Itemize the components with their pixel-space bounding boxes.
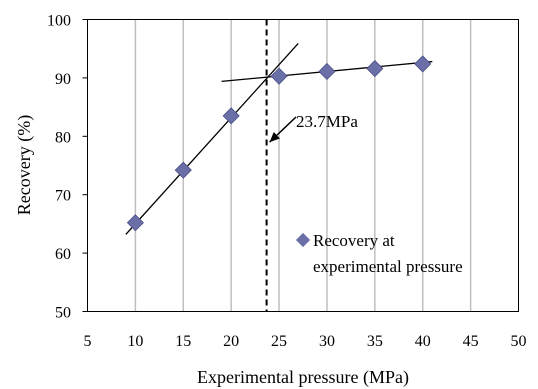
legend-marker [295, 232, 311, 248]
annotation-arrowhead [269, 131, 280, 143]
x-tick-35: 35 [367, 333, 383, 350]
y-tick-100: 100 [47, 13, 71, 30]
data-point-40 [414, 55, 432, 73]
x-tick-25: 25 [271, 333, 287, 350]
x-tick-5: 5 [84, 333, 92, 350]
y-tick-60: 60 [55, 246, 71, 263]
data-point-10 [126, 214, 144, 232]
data-point-20 [222, 107, 240, 125]
x-tick-45: 45 [463, 333, 479, 350]
plot-frame [87, 19, 519, 312]
x-tick-labels: 5 10 15 20 25 30 35 40 45 50 [84, 333, 527, 350]
y-tick-80: 80 [55, 129, 71, 146]
x-tick-50: 50 [511, 333, 527, 350]
data-point-35 [366, 59, 384, 78]
x-tick-40: 40 [415, 333, 431, 350]
data-point-15 [174, 161, 192, 179]
x-tick-10: 10 [127, 333, 143, 350]
y-axis-title: Recovery (%) [14, 115, 35, 215]
legend-label-line1: Recovery at [313, 231, 395, 250]
data-points [126, 55, 432, 232]
data-point-30 [318, 62, 336, 81]
x-tick-20: 20 [223, 333, 239, 350]
y-tick-50: 50 [55, 305, 71, 322]
data-point-25 [270, 67, 288, 85]
x-axis-title: Experimental pressure (MPa) [197, 367, 409, 388]
legend-label-line2: experimental pressure [313, 257, 463, 276]
annotation-label: 23.7MPa [296, 112, 358, 131]
trend-line-1 [125, 43, 299, 235]
x-tick-15: 15 [175, 333, 191, 350]
y-tick-70: 70 [55, 188, 71, 205]
x-tick-30: 30 [319, 333, 335, 350]
legend: Recovery at experimental pressure [295, 231, 463, 276]
y-tick-90: 90 [55, 71, 71, 88]
y-tick-labels: 50 60 70 80 90 100 [47, 13, 88, 322]
